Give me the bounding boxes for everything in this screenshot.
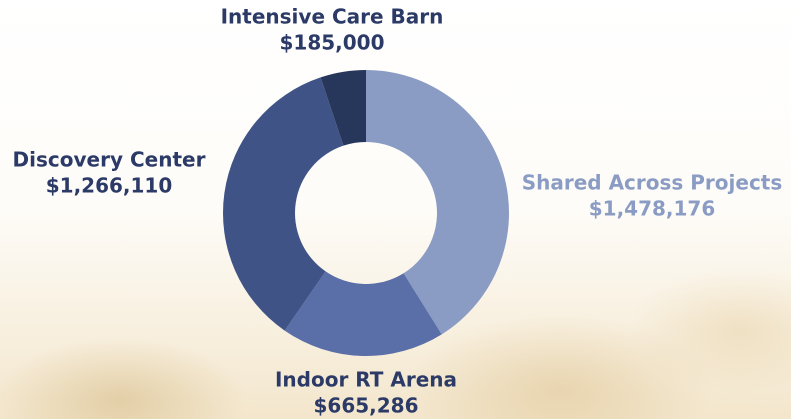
slice-label: Intensive Care Barn	[221, 5, 444, 29]
slice-value-label: $665,286	[313, 394, 418, 418]
page: Shared Across Projects$1,478,176 Indoor R…	[0, 0, 791, 419]
slice-value-label: $1,478,176	[589, 197, 716, 221]
slice-label: Shared Across Projects	[522, 171, 783, 195]
donut-chart: Shared Across Projects$1,478,176 Indoor R…	[0, 0, 791, 419]
slice-label: Indoor RT Arena	[275, 368, 457, 392]
slice-value-label: $185,000	[279, 31, 384, 55]
slice-value-label: $1,266,110	[46, 174, 173, 198]
slice-label: Discovery Center	[13, 148, 206, 172]
